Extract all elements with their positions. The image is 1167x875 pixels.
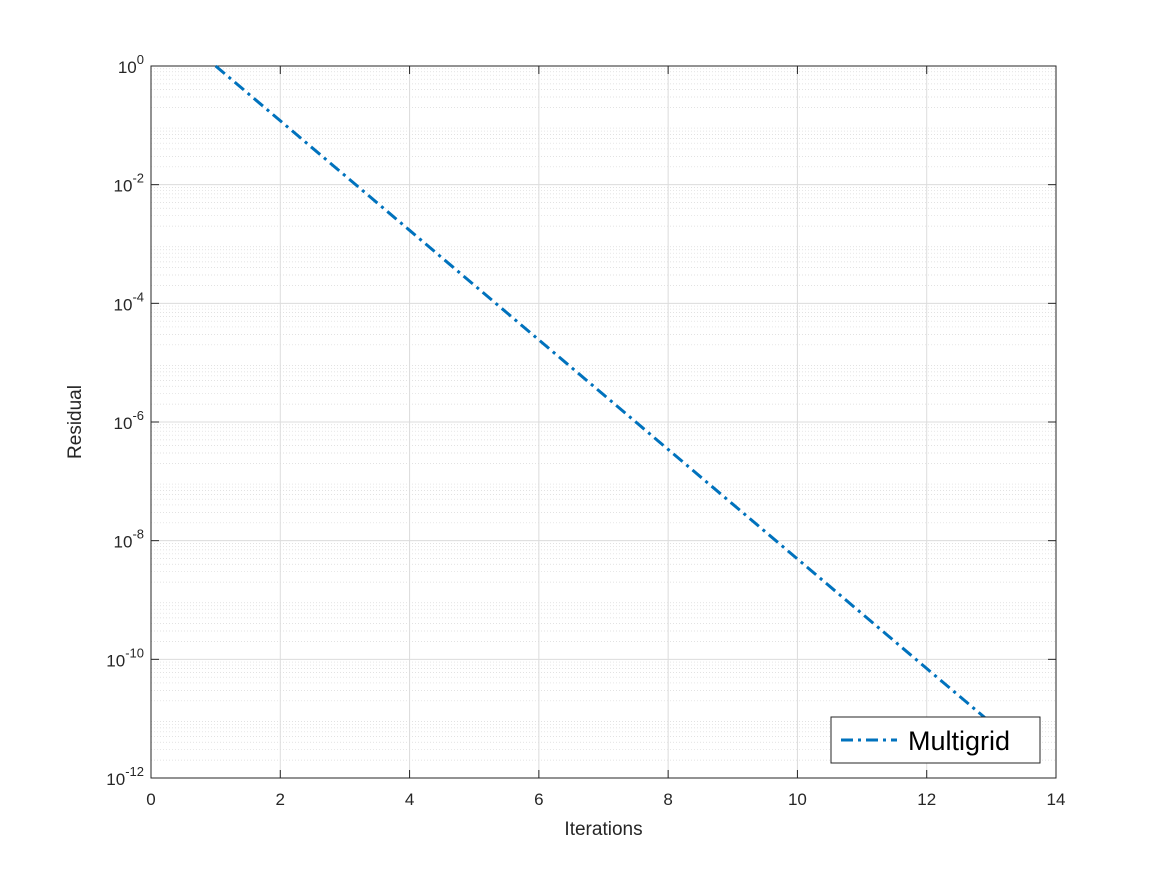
x-tick-label: 0 — [146, 790, 155, 809]
x-tick-label: 10 — [788, 790, 807, 809]
y-tick-label: 10-4 — [114, 289, 144, 314]
y-tick-label: 10-6 — [114, 408, 144, 433]
y-tick-label: 10-2 — [114, 171, 144, 196]
x-tick-label: 6 — [534, 790, 543, 809]
series-layer — [214, 64, 993, 725]
x-tick-label: 2 — [276, 790, 285, 809]
x-axis-label: Iterations — [564, 819, 642, 840]
legend-label-multigrid: Multigrid — [908, 726, 1010, 756]
x-axis-ticks: 0 2 4 6 8 10 12 14 — [146, 66, 1065, 809]
x-tick-label: 14 — [1047, 790, 1066, 809]
legend-box — [830, 716, 1041, 764]
x-tick-label: 8 — [663, 790, 672, 809]
legend: Multigrid — [830, 716, 1041, 764]
x-tick-label: 4 — [405, 790, 414, 809]
y-tick-label: 100 — [118, 52, 144, 77]
y-tick-label: 10-12 — [106, 764, 144, 789]
series-line-multigrid — [214, 64, 993, 725]
minor-grid — [151, 68, 1056, 761]
y-axis-label: Residual — [65, 385, 86, 459]
y-axis-ticks: 10-12 10-10 10-8 10-6 10-4 10-2 100 — [106, 52, 1056, 789]
y-tick-label: 10-8 — [114, 527, 144, 552]
x-tick-label: 12 — [917, 790, 936, 809]
y-tick-label: 10-10 — [106, 645, 144, 670]
